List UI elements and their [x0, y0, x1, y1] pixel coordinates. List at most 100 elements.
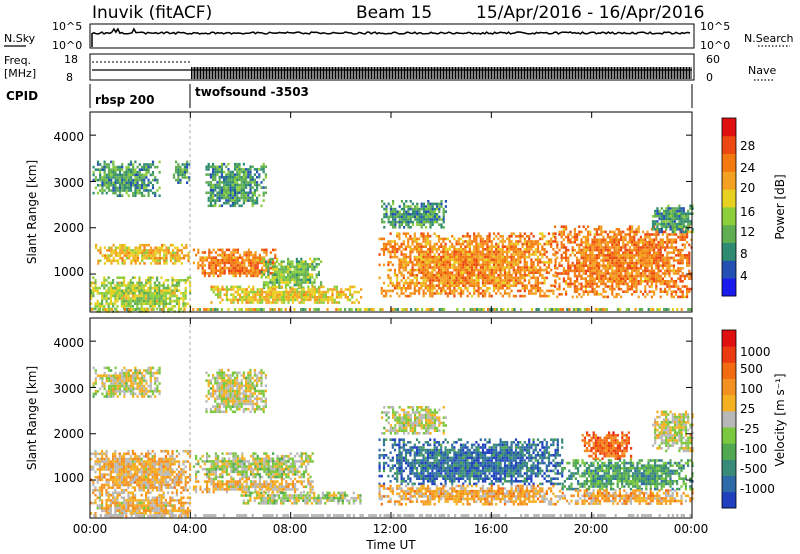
data-cell	[490, 266, 493, 269]
data-cell	[613, 280, 616, 283]
data-cell	[543, 248, 546, 251]
data-cell	[589, 251, 592, 254]
data-cell	[132, 254, 135, 257]
data-cell	[247, 264, 250, 267]
data-cell	[422, 235, 425, 238]
data-cell	[258, 288, 261, 291]
data-cell	[554, 267, 557, 270]
data-cell	[604, 256, 607, 260]
data-cell	[554, 285, 557, 288]
data-cell	[584, 235, 587, 239]
data-cell	[154, 246, 157, 250]
data-cell	[127, 176, 130, 179]
data-cell	[484, 268, 487, 272]
data-cell	[589, 264, 592, 267]
data-cell	[409, 253, 412, 256]
data-cell	[595, 282, 598, 286]
data-cell	[230, 256, 233, 259]
data-cell	[611, 259, 614, 262]
data-cell	[304, 268, 307, 271]
data-cell	[219, 253, 222, 257]
data-cell	[543, 281, 546, 285]
data-cell	[276, 285, 279, 289]
data-cell	[101, 302, 104, 305]
data-cell	[426, 248, 430, 251]
data-cell	[105, 176, 108, 179]
data-cell	[648, 264, 651, 267]
data-cell	[646, 256, 649, 260]
data-cell	[241, 301, 244, 304]
data-cell	[245, 196, 248, 200]
data-cell	[639, 256, 642, 260]
data-cell	[403, 226, 406, 229]
data-cell	[446, 279, 449, 282]
data-cell	[94, 178, 97, 182]
data-cell	[389, 220, 392, 224]
data-cell	[227, 186, 230, 189]
data-cell	[173, 294, 176, 298]
data-cell	[230, 253, 233, 257]
data-cell	[451, 276, 454, 280]
data-cell	[633, 267, 636, 270]
data-cell	[611, 267, 614, 270]
data-cell	[165, 262, 168, 265]
data-cell	[291, 288, 294, 291]
data-cell	[440, 289, 443, 293]
nave-bar	[218, 67, 219, 79]
data-cell	[639, 272, 642, 275]
data-cell	[118, 297, 121, 300]
data-cell	[142, 289, 145, 292]
data-cell	[94, 279, 97, 282]
data-cell	[236, 288, 239, 291]
data-cell	[232, 272, 235, 275]
data-cell	[595, 259, 598, 262]
data-cell	[459, 261, 463, 264]
nave-bar	[591, 67, 593, 79]
nave-bar	[395, 67, 396, 79]
data-cell	[429, 223, 432, 226]
data-cell	[400, 292, 403, 295]
data-cell	[165, 256, 168, 260]
data-cell	[547, 240, 551, 243]
data-cell	[256, 288, 259, 291]
data-cell	[560, 264, 563, 267]
data-cell	[247, 199, 250, 202]
data-cell	[138, 186, 141, 190]
data-cell	[186, 302, 189, 305]
data-cell	[617, 272, 620, 275]
data-cell	[521, 235, 524, 238]
data-cell	[103, 184, 106, 187]
data-cell	[437, 279, 441, 282]
data-cell	[642, 264, 645, 267]
data-cell	[236, 162, 239, 166]
data-cell	[620, 277, 623, 280]
data-cell	[637, 241, 640, 244]
data-cell	[402, 268, 405, 272]
data-cell	[648, 285, 651, 288]
data-cell	[240, 188, 243, 192]
data-cell	[97, 249, 100, 252]
data-cell	[138, 191, 141, 195]
data-cell	[329, 298, 332, 302]
data-cell	[180, 279, 183, 282]
data-cell	[510, 255, 513, 259]
data-cell	[263, 298, 266, 302]
data-cell	[576, 259, 579, 262]
data-cell	[626, 290, 629, 293]
data-cell	[150, 262, 153, 265]
data-cell	[276, 276, 279, 279]
data-cell	[223, 196, 226, 200]
data-cell	[220, 175, 223, 179]
data-cell	[164, 299, 167, 303]
data-cell	[284, 270, 287, 274]
data-cell	[523, 294, 526, 298]
data-cell	[609, 246, 612, 249]
data-cell	[154, 176, 157, 179]
data-cell	[333, 285, 336, 289]
data-cell	[174, 256, 177, 260]
data-cell	[437, 287, 441, 290]
data-cell	[420, 218, 423, 221]
nave-bar	[672, 67, 674, 79]
data-cell	[186, 279, 189, 282]
data-cell	[121, 186, 124, 190]
